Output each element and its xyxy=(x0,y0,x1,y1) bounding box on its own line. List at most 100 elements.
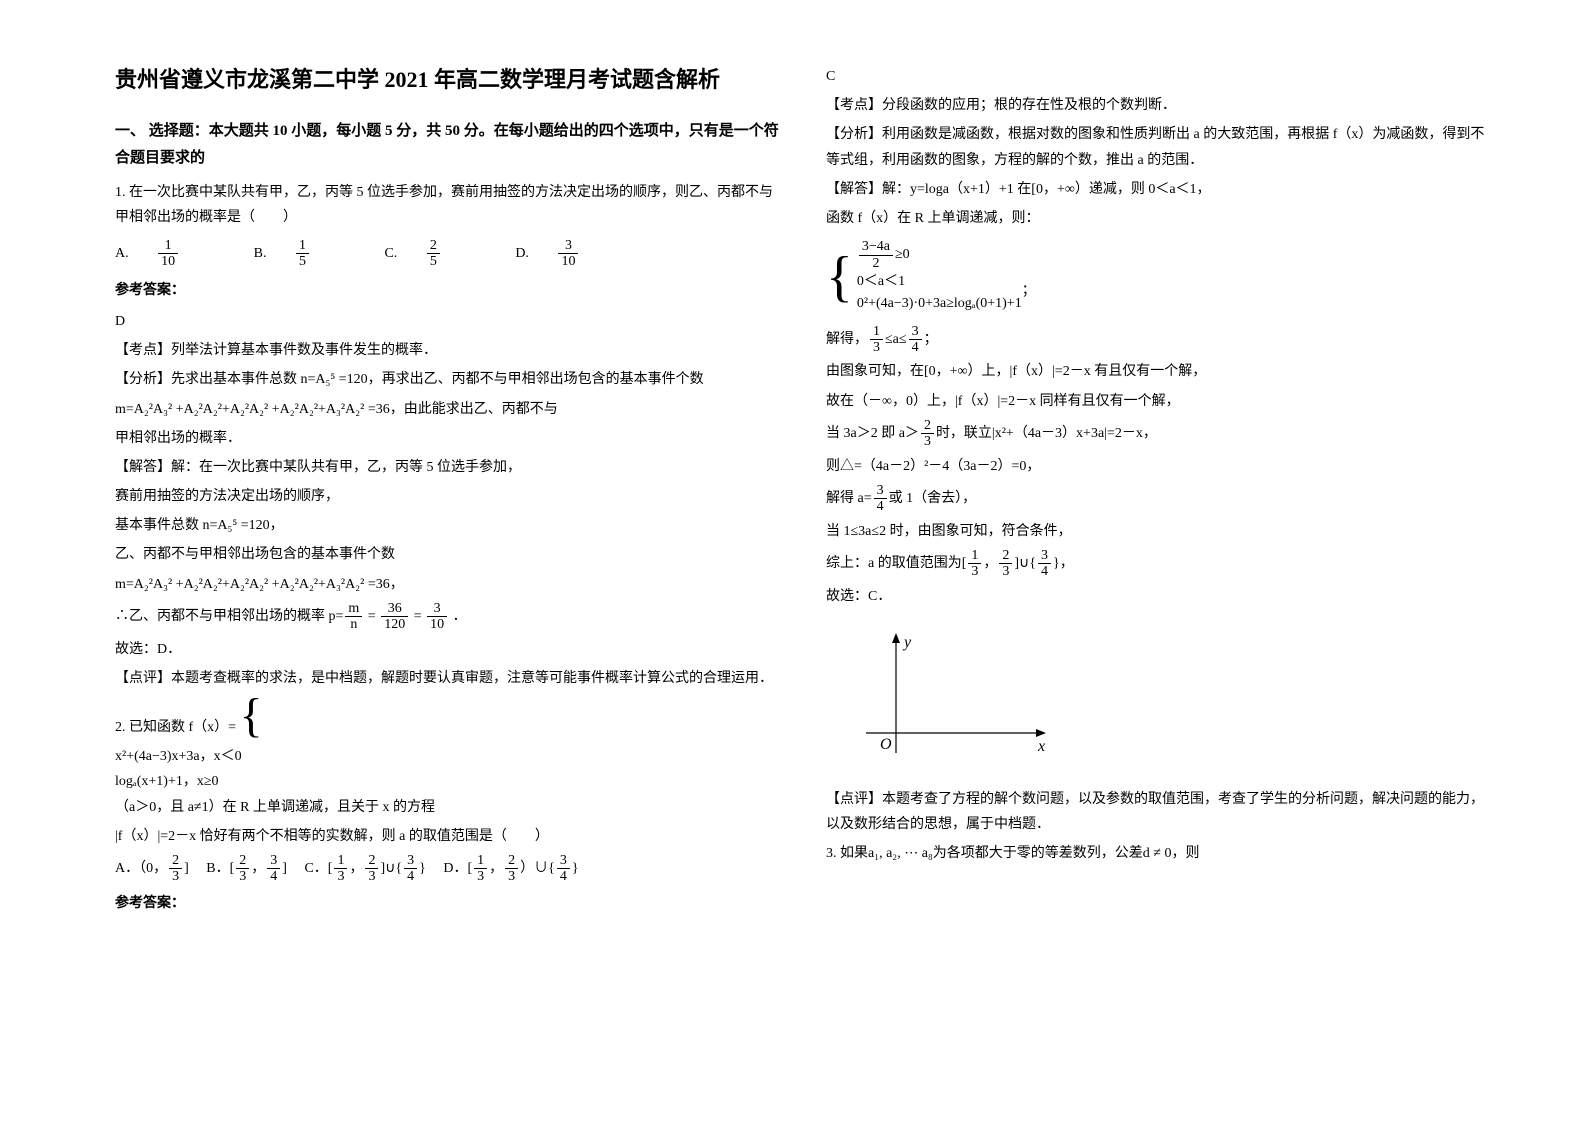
t: + xyxy=(172,402,183,417)
t: 或 1（舍去）， xyxy=(889,491,977,506)
f: 3 xyxy=(267,853,280,869)
q1-answer-label: 参考答案： xyxy=(115,278,786,303)
f: 4 xyxy=(874,499,887,514)
q2-jd-line7: 当 1≤3a≤2 时，由图象可知，符合条件， xyxy=(826,519,1497,544)
q2-options: A．（0，23] B．[23，34] C．[13，23]∪{34} D．[13，… xyxy=(115,853,786,885)
f: 3 xyxy=(427,601,447,617)
t: ． xyxy=(449,609,467,624)
q3-text: 3. 如果a₁, a₂, ⋯ a₈为各项都大于零的等差数列，公差d ≠ 0，则 xyxy=(826,841,1497,866)
t: 解得 a= xyxy=(826,491,872,506)
f: 3 xyxy=(870,340,883,355)
t: 3. 如果 xyxy=(826,846,868,861)
optC-label: C. xyxy=(384,241,397,266)
f: 3 xyxy=(557,853,570,869)
t: ， xyxy=(983,556,997,571)
f: 2 xyxy=(365,853,378,869)
t: ； xyxy=(924,332,938,347)
f: 1 xyxy=(968,548,981,564)
q1-jieda-3: 基本事件总数 n=A₅⁵ =120， xyxy=(115,513,786,538)
t: =36， xyxy=(364,577,403,592)
t: 基本事件总数 n= xyxy=(115,518,217,533)
t: ≤a≤ xyxy=(885,332,907,347)
f: 1 xyxy=(334,853,347,869)
q1-jieda-4: 乙、丙都不与甲相邻出场包含的基本事件个数 xyxy=(115,542,786,567)
t: 时，联立|x²+（4a－3）x+3a|=2－x， xyxy=(936,426,1157,441)
q2-jd-line2: 由图象可知，在[0，+∞）上，|f（x）|=2－x 有且仅有一个解， xyxy=(826,359,1497,384)
svg-text:x: x xyxy=(1037,738,1045,755)
f: 2 xyxy=(169,853,182,869)
f: 4 xyxy=(267,869,280,884)
f: 2 xyxy=(859,256,893,271)
t: 本题考查概率的求法，是中档题，解题时要认真审题，注意等可能事件概率计算公式的合理… xyxy=(171,671,773,686)
section-header: 一、 选择题：本大题共 10 小题，每小题 5 分，共 50 分。在每小题给出的… xyxy=(115,118,786,172)
q1-jieda-2: 赛前用抽签的方法决定出场的顺序， xyxy=(115,484,786,509)
axis-diagram: Ox y xyxy=(846,623,1497,773)
label: 【点评】 xyxy=(115,671,171,686)
t: + xyxy=(172,577,183,592)
q2-intro-line2: |f（x）|=2－x 恰好有两个不相等的实数解，则 a 的取值范围是（ ） xyxy=(115,824,786,849)
f: 2 xyxy=(999,548,1012,564)
label: 【点评】 xyxy=(826,792,882,807)
q1-jieda-6: ∴乙、丙都不与甲相邻出场的概率 p=mn = 36120 = 310 ． xyxy=(115,601,786,633)
t: 本题考查了方程的解个数问题，以及参数的取值范围，考查了学生的分析问题，解决问题的… xyxy=(826,792,1484,832)
m: A₅⁵ xyxy=(217,518,237,533)
f: 2 xyxy=(505,853,518,869)
t: ] xyxy=(282,861,287,876)
m: a₁, a₂, ⋯ a₈ xyxy=(868,846,933,861)
t: 利用函数是减函数，根据对数的图象和性质判断出 a 的大致范围，再根据 f（x）为… xyxy=(826,127,1484,167)
pw-row: logₐ(x+1)+1，x≥0 xyxy=(115,769,786,794)
q2-jd-line6: 解得 a=34或 1（舍去）， xyxy=(826,483,1497,515)
label: 【解答】 xyxy=(115,460,171,475)
f: 120 xyxy=(381,617,408,632)
label: 【考点】 xyxy=(826,98,882,113)
f: n xyxy=(345,617,362,632)
svg-text:y: y xyxy=(902,634,912,651)
f: 4 xyxy=(909,340,922,355)
label: 【分析】 xyxy=(115,372,171,387)
brace-icon: { xyxy=(240,699,263,733)
q2-jd-line4: 当 3a＞2 即 a＞23时，联立|x²+（4a－3）x+3a|=2－x， xyxy=(826,418,1497,450)
t: ， xyxy=(349,861,363,876)
t: = xyxy=(410,609,425,624)
t: ]∪{ xyxy=(380,861,402,876)
m: A₂²A₂²+A₂²A₂² xyxy=(184,402,269,417)
sys-row: 0²+(4a−3)·0+3a≥logₐ(0+1)+1 xyxy=(857,293,1022,315)
optD-label: D. xyxy=(515,241,529,266)
m: A₂²A₂²+A₃²A₂² xyxy=(280,577,365,592)
svg-text:O: O xyxy=(880,736,892,753)
t: 先求出基本事件总数 n= xyxy=(171,372,315,387)
t: ]∪{ xyxy=(1014,556,1036,571)
f: 3 xyxy=(921,434,934,449)
f: 10 xyxy=(158,254,178,269)
t: D．[ xyxy=(429,861,472,876)
t: B．[ xyxy=(192,861,234,876)
q2-jd-line9: 故选：C． xyxy=(826,584,1497,609)
t: =120， xyxy=(237,518,283,533)
page-title: 贵州省遵义市龙溪第二中学 2021 年高二数学理月考试题含解析 xyxy=(115,60,786,100)
q1-text: 1. 在一次比赛中某队共有甲，乙，丙等 5 位选手参加，赛前用抽签的方法决定出场… xyxy=(115,180,786,230)
q2-jd-line3: 故在（－∞，0）上，|f（x）|=2－x 同样有且仅有一个解， xyxy=(826,389,1497,414)
q1-optD: D. 310 xyxy=(515,238,626,270)
t: + xyxy=(268,402,279,417)
m: A₂²A₃² xyxy=(134,577,172,592)
q1-m-after: 甲相邻出场的概率． xyxy=(115,426,786,451)
f: 2 xyxy=(427,238,440,254)
sys-row: 3−4a2≥0 xyxy=(857,239,1022,271)
t: ）∪{ xyxy=(520,861,555,876)
f: 4 xyxy=(404,869,417,884)
brace-icon: { xyxy=(826,258,853,297)
text: 列举法计算基本事件数及事件发生的概率． xyxy=(171,343,437,358)
t: =36，由此能求出乙、丙都不与 xyxy=(364,402,557,417)
t: ， xyxy=(489,861,503,876)
label: 【考点】 xyxy=(115,343,171,358)
f: 4 xyxy=(1038,564,1051,579)
f: 3 xyxy=(365,869,378,884)
f: 3 xyxy=(874,483,887,499)
f: m xyxy=(345,601,362,617)
label: 【解答】 xyxy=(826,182,882,197)
q1-m-line: m=A₂²A₃² +A₂²A₂²+A₂²A₂² +A₂²A₂²+A₃²A₂² =… xyxy=(115,397,786,422)
t: 综上：a 的取值范围为[ xyxy=(826,556,966,571)
m: d ≠ 0 xyxy=(1143,846,1172,861)
q1-fenxi: 【分析】先求出基本事件总数 n=A₅⁵ =120，再求出乙、丙都不与甲相邻出场包… xyxy=(115,367,786,392)
q1-optB: B. 15 xyxy=(254,238,357,270)
